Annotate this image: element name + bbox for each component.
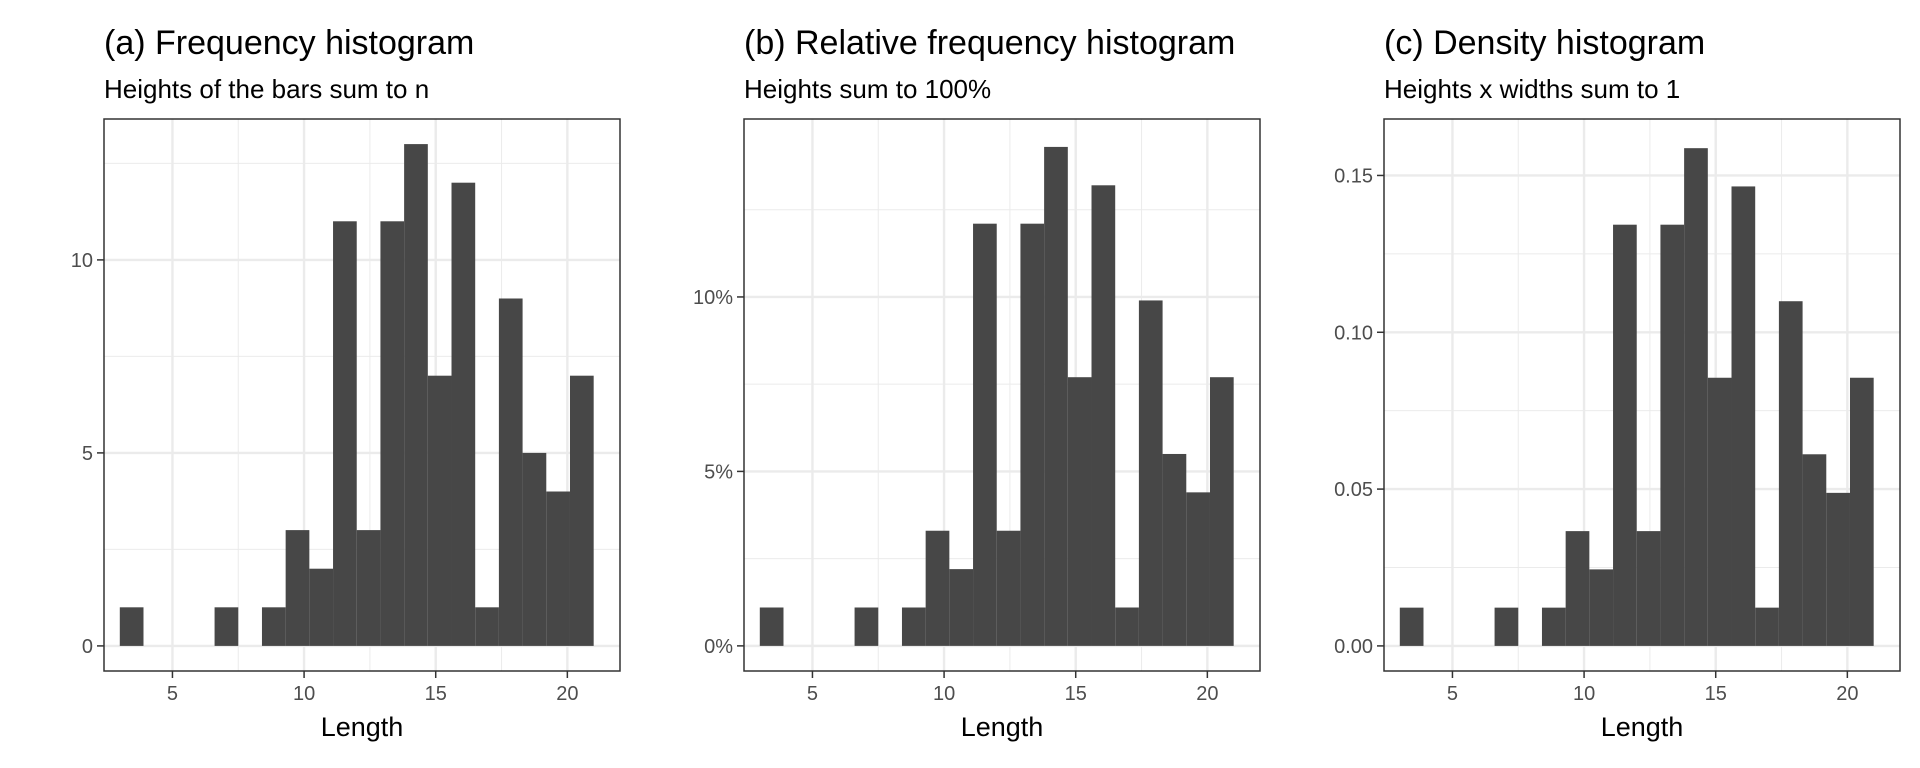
histogram-bar [1826,492,1850,646]
histogram-bar [261,607,286,646]
panel-b: 0% 5% 10% 5 10 15 20 (b) Relative frequency his… [693,24,1261,742]
histogram-bar [380,221,405,646]
histogram-bar [1660,224,1685,646]
histogram-bar [451,182,476,646]
panel-border [743,118,1261,672]
x-tick-label: 15 [1705,683,1727,705]
histogram-bar [1541,607,1566,646]
x-tick-label: 5 [807,683,818,705]
histogram-bar [404,144,428,646]
chart-title: (a) Frequency histogram [104,24,474,62]
histogram-bar [1115,607,1139,646]
x-tick-label: 5 [167,683,178,705]
histogram-bar [1778,301,1803,646]
histogram-bar [1020,223,1045,646]
y-tick-label: 5 [82,443,93,465]
y-tick-label: 0.00 [1334,636,1373,658]
histogram-bar [214,607,239,646]
y-tick-label: 0.15 [1334,165,1373,187]
chart-title: (b) Relative frequency histogram [744,24,1235,62]
x-tick-label: 20 [1836,683,1858,705]
chart-subtitle: Heights of the bars sum to n [104,74,429,104]
histogram-bar [356,530,381,646]
histogram-bar [1802,454,1827,646]
histogram-bar [285,530,310,646]
histogram-bar [333,221,357,646]
histogram-bar [522,452,547,646]
histogram-bar [1636,531,1661,646]
histogram-bar [1067,377,1092,646]
histogram-bar [1755,607,1779,646]
histogram-bar [854,607,879,646]
histogram-bar [973,223,997,646]
y-tick-label: 0% [704,636,733,658]
y-tick-label: 10 [71,250,93,272]
y-tick-label: 0.05 [1334,479,1373,501]
histogram-bar [1044,146,1068,646]
chart-subtitle: Heights sum to 100% [744,74,991,104]
histogram-bar [996,530,1021,646]
panel-border [1383,118,1901,672]
x-tick-label: 15 [425,683,447,705]
y-tick-label: 0 [82,636,93,658]
histogram-bar [1091,185,1116,646]
x-tick-label: 20 [556,683,578,705]
histogram-bar [119,607,144,646]
histogram-bar [901,607,926,646]
x-tick-label: 5 [1447,683,1458,705]
x-tick-label: 10 [933,683,955,705]
histogram-bar [546,491,570,646]
histogram-bar [1849,377,1874,646]
histogram-bar [427,375,452,646]
histogram-bar [1494,607,1519,646]
y-tick-label: 10% [693,287,733,309]
x-tick-label: 15 [1065,683,1087,705]
histogram-bar [1707,377,1732,646]
histogram-bar [1186,492,1210,646]
chart-title: (c) Density histogram [1384,24,1705,62]
histogram-bar [1613,224,1637,646]
histogram-bar [759,607,784,646]
histogram-bar [949,569,974,646]
y-tick-label: 5% [704,461,733,483]
panel-c: 0.00 0.05 0.10 0.15 5 10 15 20 (c) Density histo… [1334,24,1901,742]
histogram-bar [1399,607,1424,646]
histogram-bar [1589,569,1614,646]
histogram-bar [498,298,523,646]
panel-a: 0 5 10 5 10 15 20 (a) Frequency histogram Height… [71,24,621,742]
y-tick-label: 0.10 [1334,322,1373,344]
x-tick-label: 10 [293,683,315,705]
x-axis-title: Length [961,712,1044,742]
histogram-bar [1565,531,1590,646]
x-axis-title: Length [321,712,404,742]
histogram-bar [1684,148,1708,646]
histogram-bar [309,568,334,646]
histogram-bar [1731,186,1756,646]
histogram-bar [925,530,950,646]
x-tick-label: 10 [1573,683,1595,705]
histogram-bar [475,607,499,646]
histogram-bar [569,375,594,646]
histogram-bar [1138,300,1163,646]
x-tick-label: 20 [1196,683,1218,705]
histogram-bar [1162,453,1187,646]
panel-border [103,118,621,672]
histogram-bar [1209,377,1234,646]
x-axis-title: Length [1601,712,1684,742]
chart-subtitle: Heights x widths sum to 1 [1384,74,1680,104]
